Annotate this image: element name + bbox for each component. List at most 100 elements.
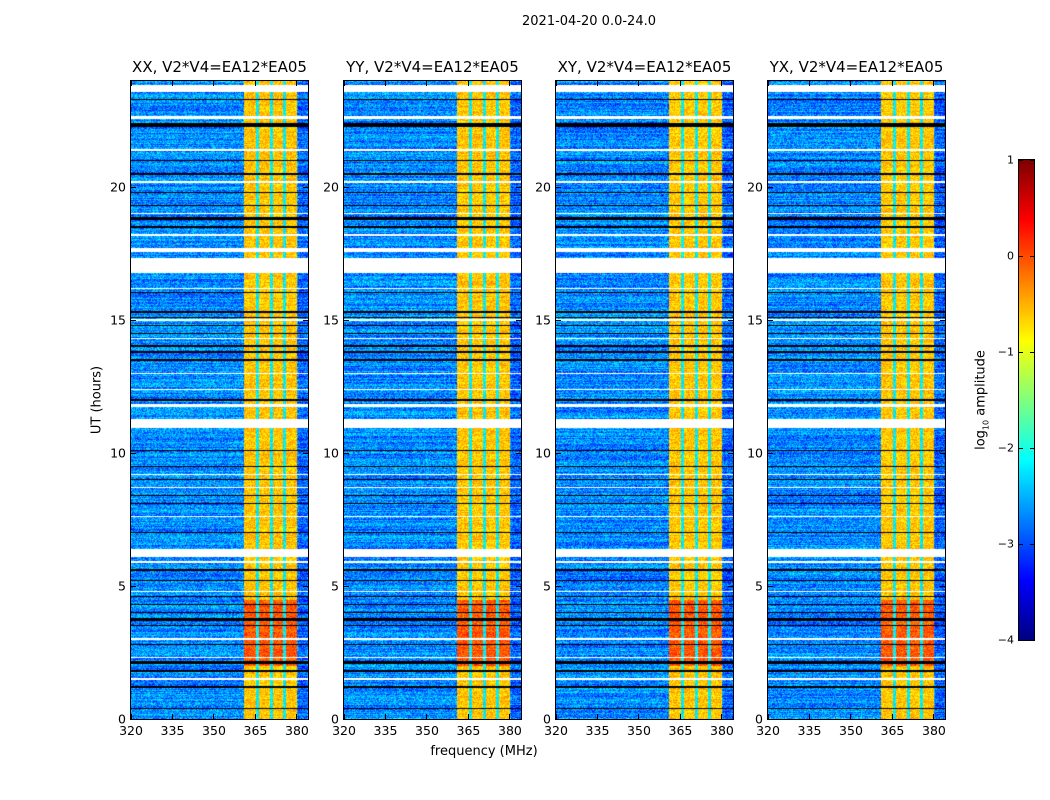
spectrogram-panel — [767, 80, 946, 720]
x-tick-label: 320 — [119, 723, 143, 738]
panel-title: XX, V2*V4=EA12*EA05 — [132, 58, 307, 76]
x-tick-mark-top — [555, 81, 557, 86]
x-tick-mark — [254, 714, 256, 719]
y-tick-mark-right — [940, 585, 945, 587]
spectrogram-image — [131, 81, 308, 719]
y-tick-mark-right — [516, 718, 521, 720]
y-tick-mark-right — [303, 452, 308, 454]
colorbar-tick-mark-right — [1030, 159, 1034, 161]
y-tick-mark — [344, 718, 349, 720]
y-tick-mark — [344, 585, 349, 587]
y-tick-mark-right — [516, 186, 521, 188]
y-tick-mark — [131, 452, 136, 454]
y-tick-label: 10 — [323, 445, 339, 461]
colorbar-tick-mark — [1019, 159, 1023, 161]
x-tick-mark-top — [891, 81, 893, 86]
x-tick-mark — [384, 714, 386, 719]
colorbar-tick-mark — [1019, 639, 1023, 641]
colorbar-tick-label: −3 — [997, 537, 1014, 551]
y-tick-mark — [556, 718, 561, 720]
x-tick-mark-top — [509, 81, 511, 86]
colorbar-tick-mark — [1019, 543, 1023, 545]
x-tick-mark-top — [850, 81, 852, 86]
y-tick-mark-right — [940, 452, 945, 454]
colorbar-gradient — [1019, 160, 1034, 640]
x-tick-mark — [891, 714, 893, 719]
panel-title: XY, V2*V4=EA12*EA05 — [557, 58, 732, 76]
colorbar-tick-mark-right — [1030, 351, 1034, 353]
y-tick-label: 5 — [755, 578, 763, 594]
y-tick-mark — [556, 186, 561, 188]
x-tick-mark — [426, 714, 428, 719]
x-tick-mark-top — [426, 81, 428, 86]
y-tick-label: 0 — [118, 711, 126, 727]
y-tick-label: 0 — [543, 711, 551, 727]
spectrogram-panel — [130, 80, 309, 720]
spectrogram-image — [344, 81, 521, 719]
colorbar-tick-label: 0 — [1007, 249, 1014, 263]
y-tick-label: 20 — [747, 179, 763, 195]
x-axis-label: frequency (MHz) — [430, 744, 538, 759]
x-tick-mark-top — [721, 81, 723, 86]
colorbar-tick-label: −1 — [997, 345, 1014, 359]
x-tick-label: 335 — [373, 723, 398, 738]
x-tick-label: 380 — [498, 723, 522, 738]
colorbar — [1018, 159, 1035, 641]
x-tick-mark-top — [933, 81, 935, 86]
x-tick-label: 365 — [880, 723, 905, 738]
y-tick-mark — [556, 319, 561, 321]
y-tick-mark — [344, 186, 349, 188]
y-tick-label: 5 — [543, 578, 551, 594]
x-tick-mark — [933, 714, 935, 719]
y-tick-mark — [768, 319, 773, 321]
x-tick-mark — [509, 714, 511, 719]
x-tick-mark — [467, 714, 469, 719]
y-tick-label: 20 — [535, 179, 551, 195]
x-tick-label: 350 — [839, 723, 863, 738]
y-tick-mark-right — [728, 186, 733, 188]
y-tick-mark — [768, 585, 773, 587]
y-tick-label: 20 — [110, 179, 126, 195]
y-tick-mark-right — [728, 452, 733, 454]
x-tick-label: 335 — [797, 723, 822, 738]
x-tick-mark — [213, 714, 215, 719]
x-tick-mark — [679, 714, 681, 719]
y-tick-mark-right — [728, 319, 733, 321]
x-tick-mark — [555, 714, 557, 719]
y-tick-mark — [131, 718, 136, 720]
spectrogram-image — [768, 81, 945, 719]
y-tick-mark-right — [516, 585, 521, 587]
y-tick-mark — [556, 585, 561, 587]
x-tick-mark — [808, 714, 810, 719]
x-tick-mark-top — [343, 81, 345, 86]
y-tick-mark-right — [303, 585, 308, 587]
x-tick-mark — [596, 714, 598, 719]
x-tick-label: 335 — [585, 723, 610, 738]
y-tick-mark-right — [516, 452, 521, 454]
colorbar-tick-mark — [1019, 351, 1023, 353]
y-tick-mark — [344, 452, 349, 454]
y-tick-label: 15 — [110, 312, 126, 328]
x-tick-mark-top — [596, 81, 598, 86]
x-tick-mark — [850, 714, 852, 719]
x-tick-mark — [767, 714, 769, 719]
figure-title: 2021-04-20 0.0-24.0 — [522, 14, 656, 29]
x-tick-label: 320 — [332, 723, 356, 738]
y-tick-mark-right — [728, 585, 733, 587]
x-tick-mark-top — [467, 81, 469, 86]
y-tick-label: 15 — [747, 312, 763, 328]
colorbar-tick-mark — [1019, 447, 1023, 449]
x-tick-mark — [130, 714, 132, 719]
y-tick-mark — [131, 319, 136, 321]
y-tick-mark — [131, 186, 136, 188]
x-tick-mark — [171, 714, 173, 719]
x-tick-mark — [721, 714, 723, 719]
y-tick-label: 15 — [535, 312, 551, 328]
y-tick-label: 10 — [110, 445, 126, 461]
y-tick-label: 15 — [323, 312, 339, 328]
x-tick-mark-top — [767, 81, 769, 86]
x-tick-label: 320 — [544, 723, 568, 738]
x-tick-mark-top — [130, 81, 132, 86]
x-tick-label: 380 — [285, 723, 309, 738]
